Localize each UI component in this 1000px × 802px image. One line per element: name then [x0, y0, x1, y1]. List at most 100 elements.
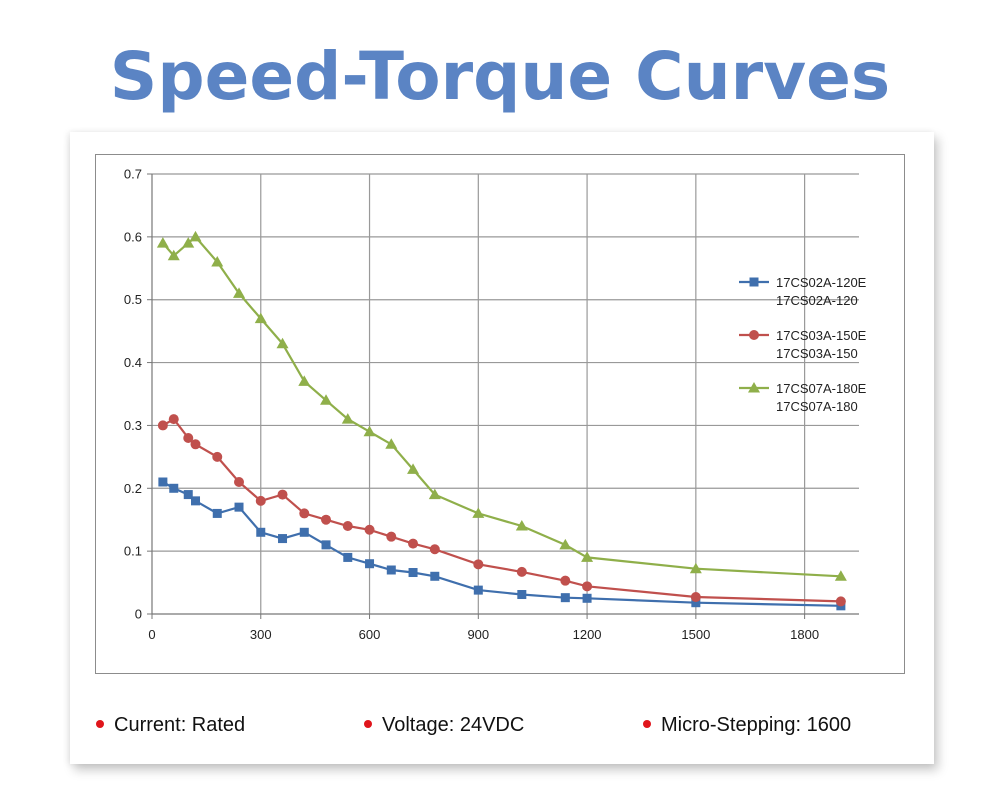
- data-point-1: [191, 496, 201, 506]
- data-point-3: [689, 562, 702, 574]
- legend-sublabel-3: 17CS07A-180: [776, 399, 858, 414]
- note-microstepping: Micro-Stepping: 1600: [643, 714, 851, 737]
- y-tick-label: 0.3: [124, 418, 142, 433]
- data-point-2: [835, 596, 846, 607]
- data-point-3: [156, 237, 169, 248]
- data-point-3: [211, 256, 224, 267]
- data-point-2: [234, 477, 245, 487]
- data-point-3: [298, 375, 311, 386]
- data-point-1: [278, 534, 288, 544]
- data-point-3: [428, 488, 441, 500]
- data-point-2: [473, 559, 484, 570]
- data-point-1: [299, 527, 309, 537]
- note-microstepping-text: Micro-Stepping: 1600: [661, 714, 852, 736]
- data-point-2: [168, 414, 179, 425]
- note-voltage-text: Voltage: 24VDC: [382, 714, 525, 736]
- legend-sublabel-2: 17CS03A-150: [776, 346, 858, 361]
- data-point-3: [189, 230, 202, 242]
- bullet-dot-icon: [96, 719, 104, 728]
- data-point-3: [233, 287, 246, 298]
- x-tick-label: 600: [359, 627, 381, 642]
- data-point-3: [320, 394, 333, 405]
- x-tick-label: 1200: [573, 627, 602, 642]
- spec-notes: Current: Rated Voltage: 24VDC Micro-Step…: [0, 714, 1000, 744]
- note-voltage: Voltage: 24VDC: [364, 714, 524, 737]
- legend-sublabel-1: 17CS02A-120: [776, 293, 858, 308]
- data-point-1: [158, 477, 168, 487]
- data-point-1: [169, 483, 179, 493]
- data-point-3: [407, 463, 420, 474]
- data-point-3: [472, 507, 485, 518]
- data-point-1: [234, 502, 244, 512]
- data-point-1: [256, 527, 266, 537]
- x-tick-label: 0: [148, 627, 155, 642]
- data-point-2: [429, 544, 440, 555]
- chart-frame: 0 0.1 0.2 0.3 0.4 0.5 0.6 0.7 0 300 600 900 1200 1500…: [95, 154, 905, 674]
- legend-label-1: 17CS02A-120E: [776, 275, 867, 290]
- y-tick-label: 0.5: [124, 292, 142, 307]
- data-point-3: [167, 249, 180, 261]
- data-point-2: [560, 575, 571, 586]
- y-tick-label: 0.2: [124, 481, 142, 496]
- data-point-2: [342, 521, 353, 531]
- data-point-3: [559, 538, 572, 550]
- note-current: Current: Rated: [96, 714, 245, 737]
- series-line-3: [162, 235, 841, 578]
- speed-torque-chart: 0 0.1 0.2 0.3 0.4 0.5 0.6 0.7 0 300 600 900 1200 1500…: [124, 167, 867, 643]
- data-point-1: [343, 552, 353, 562]
- data-point-2: [255, 495, 266, 506]
- data-point-1: [473, 585, 483, 595]
- legend-label-2: 17CS03A-150E: [776, 328, 867, 343]
- data-point-1: [691, 598, 701, 608]
- data-point-3: [515, 520, 528, 531]
- y-tick-label: 0.6: [124, 229, 142, 244]
- data-point-2: [690, 592, 701, 603]
- data-point-1: [517, 590, 527, 600]
- series-line-2: [162, 417, 841, 603]
- data-point-2: [408, 538, 419, 549]
- y-tick-label: 0.1: [124, 544, 142, 559]
- data-point-2: [516, 566, 527, 577]
- legend-marker-2: [749, 330, 759, 340]
- data-point-3: [341, 413, 354, 424]
- data-point-2: [321, 514, 332, 525]
- data-point-3: [834, 570, 847, 581]
- data-point-2: [183, 433, 194, 443]
- data-point-3: [385, 438, 398, 449]
- data-point-3: [182, 237, 195, 248]
- data-point-3: [254, 312, 267, 324]
- data-point-1: [560, 593, 570, 603]
- data-point-2: [299, 508, 310, 519]
- y-tick-label: 0.4: [124, 355, 142, 370]
- y-tick-label: 0.7: [124, 167, 142, 182]
- data-point-1: [408, 568, 418, 578]
- data-point-3: [276, 337, 289, 349]
- bullet-dot-icon: [643, 719, 651, 728]
- note-current-text: Current: Rated: [114, 714, 246, 736]
- data-point-2: [364, 524, 375, 535]
- x-tick-label: 1800: [790, 627, 819, 642]
- x-tick-label: 900: [467, 627, 489, 642]
- data-point-2: [157, 420, 168, 431]
- data-point-2: [386, 531, 397, 542]
- page-title: Speed-Torque Curves: [109, 38, 891, 115]
- legend-label-3: 17CS07A-180E: [776, 381, 867, 396]
- data-point-1: [365, 559, 375, 569]
- x-tick-label: 1500: [681, 627, 710, 642]
- y-tick-label: 0: [135, 607, 142, 622]
- data-point-3: [363, 425, 376, 437]
- data-point-1: [183, 490, 193, 500]
- data-point-1: [212, 508, 222, 518]
- data-point-3: [581, 551, 594, 562]
- legend-marker-1: [749, 277, 759, 287]
- data-point-2: [277, 489, 288, 500]
- legend-marker-3: [748, 382, 760, 393]
- x-tick-label: 300: [250, 627, 272, 642]
- data-point-2: [582, 581, 593, 592]
- data-point-1: [582, 593, 592, 603]
- data-point-2: [212, 451, 223, 462]
- data-point-2: [190, 439, 201, 450]
- bullet-dot-icon: [364, 719, 372, 728]
- data-point-1: [430, 571, 440, 581]
- data-point-1: [386, 565, 396, 575]
